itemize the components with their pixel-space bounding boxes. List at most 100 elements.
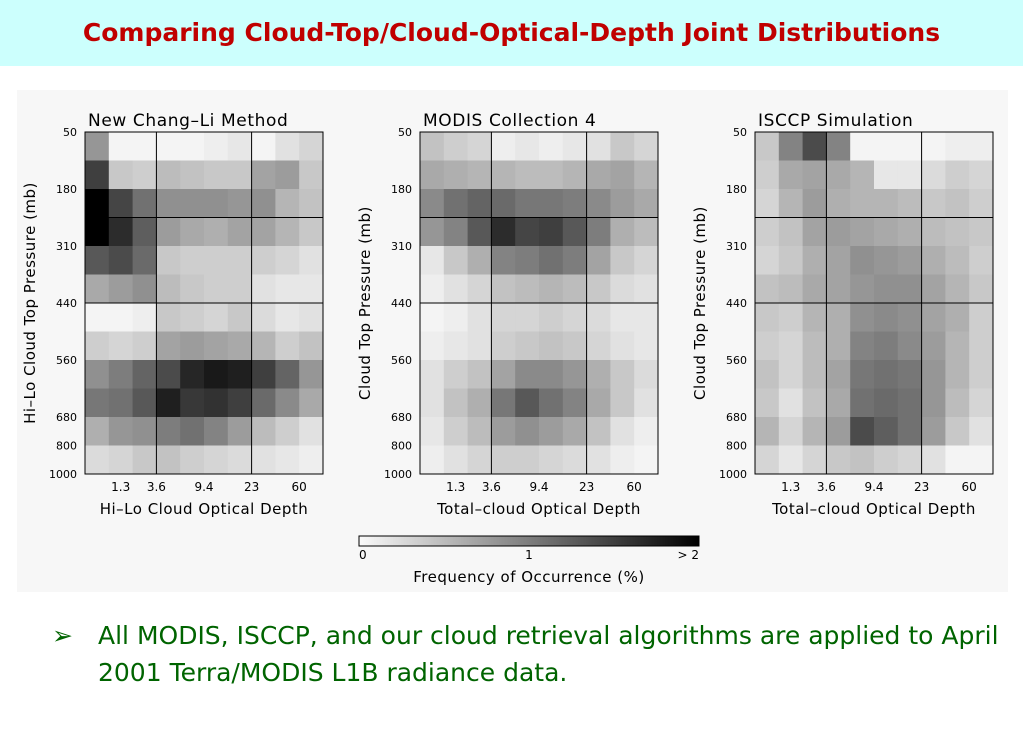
heatmap3-xtick-3.6: 3.6	[817, 480, 836, 494]
heatmap2-cell-r5-c8	[610, 274, 635, 304]
heatmap3-cell-r6-c0	[755, 303, 780, 332]
heatmap2-cell-r3-c5	[539, 217, 564, 247]
heatmap3-cell-r0-c5	[874, 132, 899, 161]
heatmap1-cell-r8-c4	[180, 360, 205, 389]
heatmap2-cell-r11-c6	[562, 445, 587, 475]
heatmap1-cell-r10-c0	[85, 417, 110, 446]
heatmap2-cell-r7-c2	[467, 331, 492, 361]
heatmap2-cell-r10-c7	[586, 417, 611, 446]
heatmap1-cell-r11-c0	[85, 445, 110, 475]
heatmap3-cell-r6-c2	[802, 303, 827, 332]
heatmap3-cell-r9-c3	[826, 388, 851, 418]
heatmap2-ytick-800: 800	[391, 440, 412, 453]
heatmap2-cell-r10-c9	[634, 417, 659, 446]
heatmap3-ytick-180: 180	[726, 183, 747, 196]
heatmap3-cell-r8-c4	[850, 360, 875, 389]
heatmap2-cell-r5-c7	[586, 274, 611, 304]
heatmap1-cell-r11-c9	[299, 445, 324, 475]
heatmap3-ylabel: Cloud Top Pressure (mb)	[691, 206, 709, 400]
heatmap2-cell-r5-c9	[634, 274, 659, 304]
heatmap2-cell-r7-c9	[634, 331, 659, 361]
heatmap2-cell-r9-c7	[586, 388, 611, 418]
heatmap2-cell-r5-c0	[420, 274, 445, 304]
heatmap3-cell-r5-c6	[897, 274, 922, 304]
heatmap1-cell-r2-c5	[204, 189, 229, 218]
heatmap2-cell-r3-c8	[610, 217, 635, 247]
heatmap2-ytick-50: 50	[398, 126, 412, 139]
heatmap2-cell-r5-c3	[491, 274, 516, 304]
heatmap1-cell-r9-c2	[132, 388, 157, 418]
heatmap1-cell-r5-c3	[156, 274, 181, 304]
heatmap3-ytick-800: 800	[726, 440, 747, 453]
heatmap1-cell-r9-c0	[85, 388, 110, 418]
heatmap1-cell-r11-c4	[180, 445, 205, 475]
heatmap1-ytick-440: 440	[56, 297, 77, 310]
heatmap2-cell-r6-c6	[562, 303, 587, 332]
heatmap1-cell-r3-c6	[227, 217, 252, 247]
heatmap3-cell-r5-c0	[755, 274, 780, 304]
heatmap2-cell-r11-c2	[467, 445, 492, 475]
heatmap1-cell-r3-c8	[275, 217, 300, 247]
heatmap1-cell-r4-c4	[180, 246, 205, 275]
heatmap1-xtick-3.6: 3.6	[147, 480, 166, 494]
heatmap3-cell-r4-c1	[778, 246, 803, 275]
heatmap2-xtick-1.3: 1.3	[446, 480, 465, 494]
heatmap1-ytick-800: 800	[56, 440, 77, 453]
heatmap3-cell-r11-c4	[850, 445, 875, 475]
heatmap3-cell-r6-c6	[897, 303, 922, 332]
heatmap1-cell-r0-c3	[156, 132, 181, 161]
heatmap2-xlabel: Total–cloud Optical Depth	[436, 500, 641, 518]
heatmap3-cell-r8-c9	[969, 360, 994, 389]
heatmap2-cell-r10-c5	[539, 417, 564, 446]
heatmap3-cell-r2-c3	[826, 189, 851, 218]
heatmap2-cell-r8-c6	[562, 360, 587, 389]
heatmap2-cell-r4-c2	[467, 246, 492, 275]
heatmap1-cell-r8-c7	[251, 360, 276, 389]
heatmap2-ytick-1000: 1000	[384, 468, 412, 481]
heatmap2-cell-r7-c6	[562, 331, 587, 361]
heatmap3-cell-r1-c5	[874, 160, 899, 190]
heatmap2-cell-r6-c8	[610, 303, 635, 332]
heatmap3-cell-r8-c2	[802, 360, 827, 389]
heatmap2-cell-r11-c4	[515, 445, 540, 475]
heatmap3-cell-r9-c2	[802, 388, 827, 418]
heatmap1-cell-r7-c5	[204, 331, 229, 361]
heatmap3-cell-r7-c1	[778, 331, 803, 361]
heatmap1-cell-r1-c9	[299, 160, 324, 190]
heatmap1-cell-r4-c2	[132, 246, 157, 275]
heatmap1-cell-r10-c2	[132, 417, 157, 446]
heatmap2-cell-r1-c0	[420, 160, 445, 190]
heatmap3-cell-r5-c3	[826, 274, 851, 304]
heatmap2-cell-r6-c3	[491, 303, 516, 332]
heatmap1-cell-r10-c8	[275, 417, 300, 446]
heatmap1-cell-r9-c4	[180, 388, 205, 418]
heatmap3-cell-r10-c7	[921, 417, 946, 446]
heatmap2-ytick-310: 310	[391, 240, 412, 253]
heatmap2-ytick-560: 560	[391, 354, 412, 367]
heatmap2-cell-r2-c6	[562, 189, 587, 218]
heatmap3-cell-r6-c9	[969, 303, 994, 332]
heatmap1-cell-r9-c7	[251, 388, 276, 418]
heatmap1-cell-r1-c4	[180, 160, 205, 190]
heatmap2-cell-r0-c3	[491, 132, 516, 161]
heatmap1-cell-r2-c1	[108, 189, 133, 218]
heatmap3-cell-r1-c3	[826, 160, 851, 190]
heatmap2-cell-r8-c7	[586, 360, 611, 389]
heatmap2-cell-r9-c0	[420, 388, 445, 418]
heatmap2-cell-r1-c3	[491, 160, 516, 190]
heatmap3-cell-r3-c6	[897, 217, 922, 247]
heatmap1-cell-r10-c3	[156, 417, 181, 446]
heatmap3-cell-r9-c5	[874, 388, 899, 418]
heatmap2-cell-r11-c1	[443, 445, 468, 475]
heatmap1-cell-r7-c4	[180, 331, 205, 361]
heatmap3-cell-r11-c2	[802, 445, 827, 475]
heatmap1-cell-r0-c0	[85, 132, 110, 161]
heatmap3-cell-r11-c3	[826, 445, 851, 475]
heatmap3-cell-r7-c5	[874, 331, 899, 361]
heatmap2-ytick-180: 180	[391, 183, 412, 196]
heatmap3-cell-r0-c8	[945, 132, 970, 161]
heatmap2-cell-r6-c7	[586, 303, 611, 332]
heatmap1-cell-r6-c4	[180, 303, 205, 332]
heatmap2-cell-r9-c4	[515, 388, 540, 418]
heatmap1-cell-r9-c1	[108, 388, 133, 418]
